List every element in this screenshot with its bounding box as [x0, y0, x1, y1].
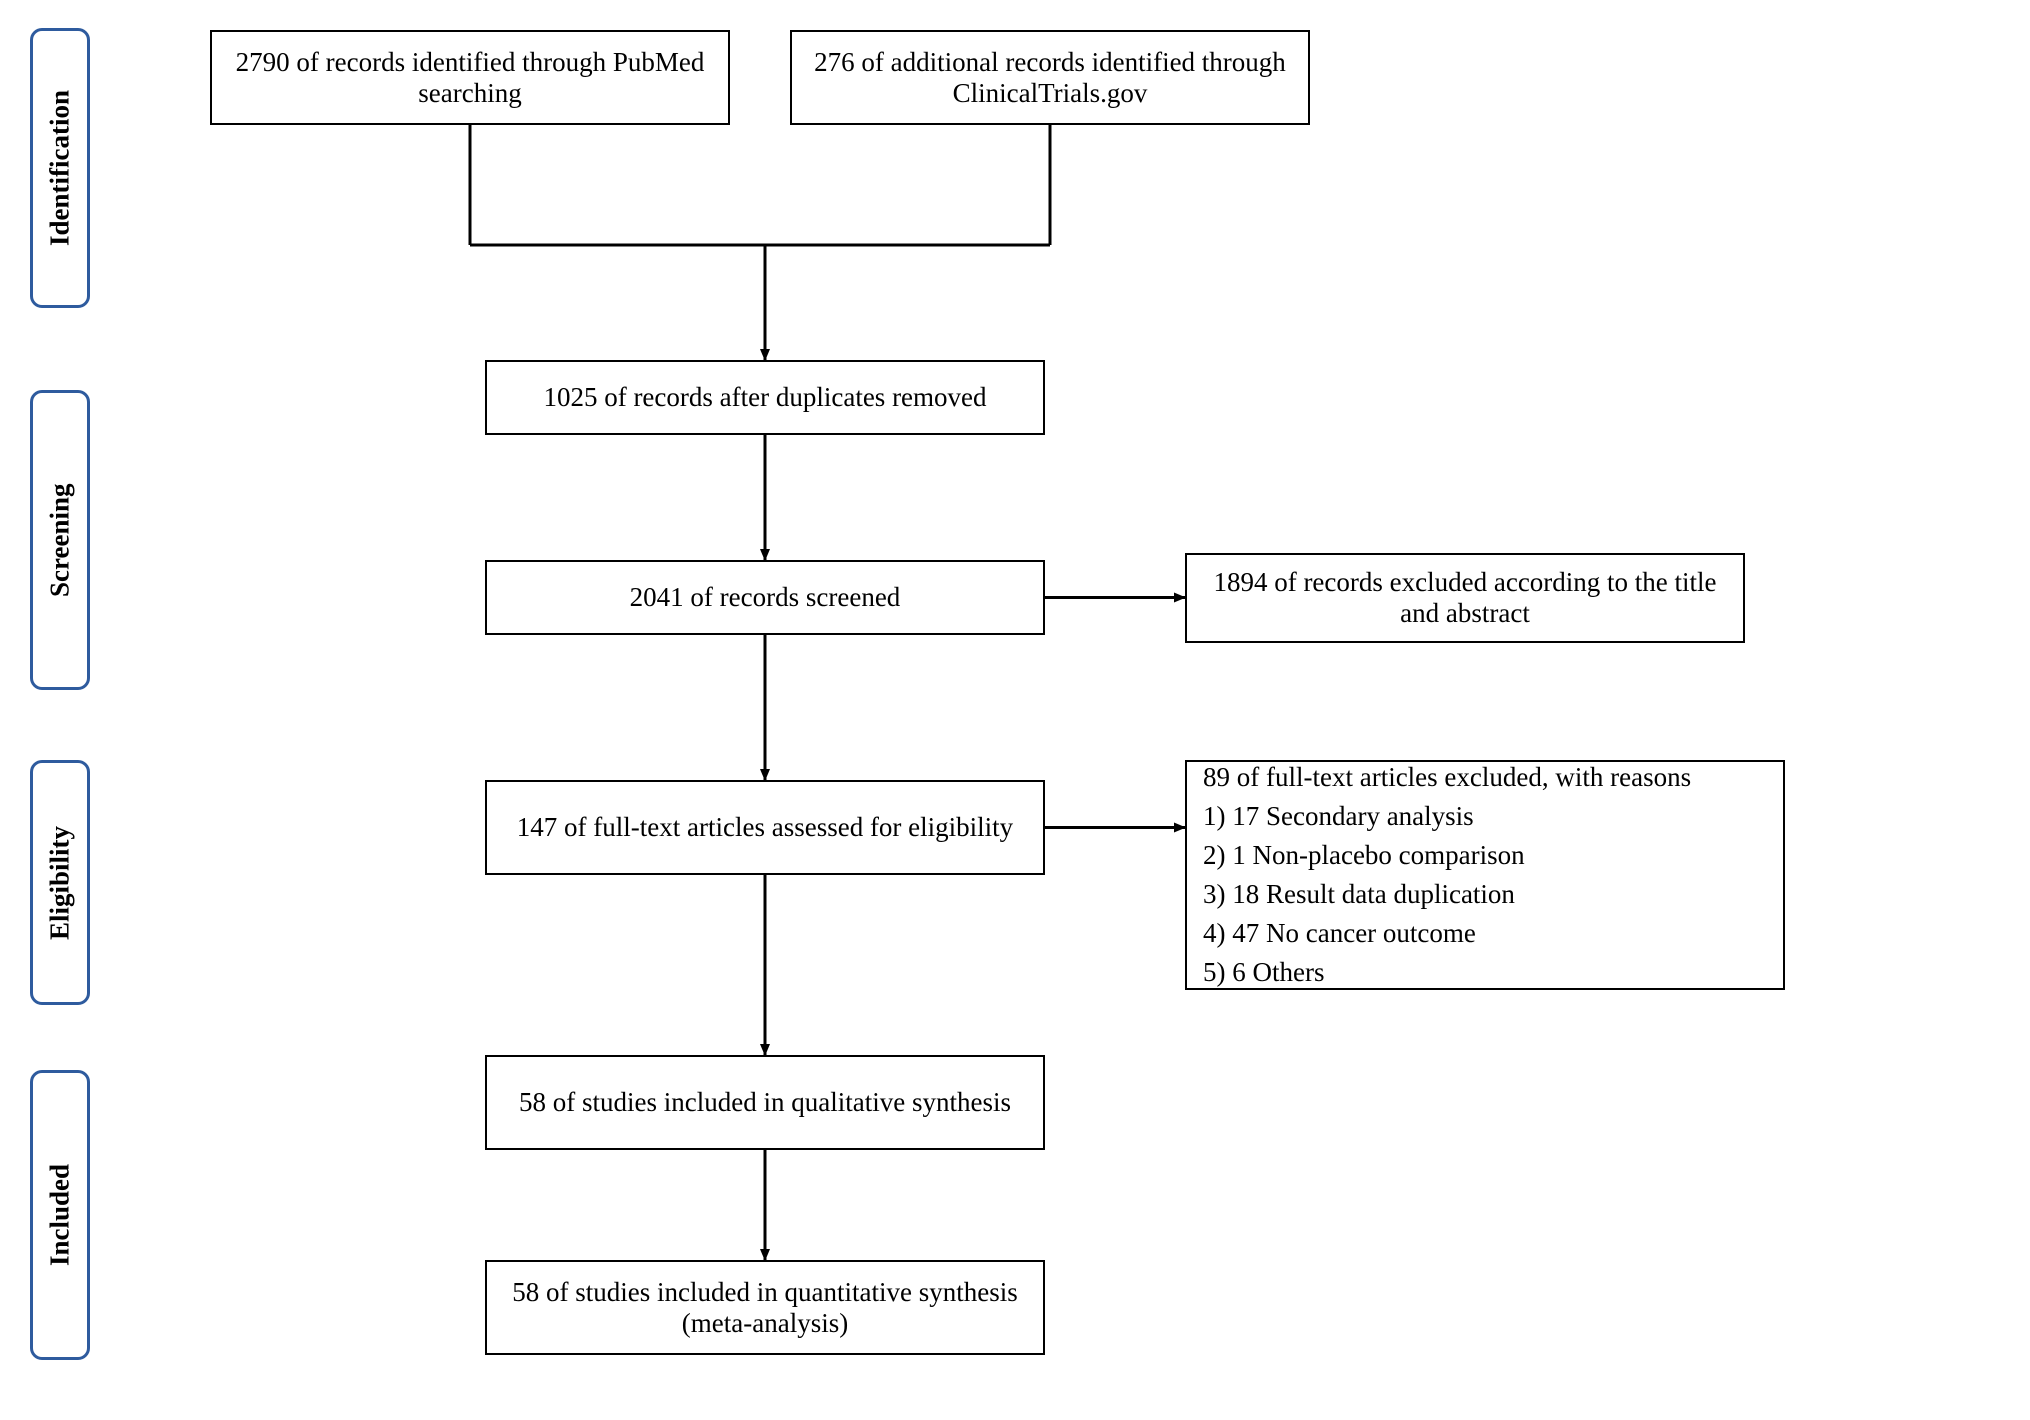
excl-ft-reason-2: 2) 1 Non-placebo comparison — [1203, 836, 1691, 875]
box-pubmed-text: 2790 of records identified through PubMe… — [228, 47, 712, 109]
stage-eligibility: Eligibility — [30, 760, 90, 1005]
stage-screening-text: Screening — [45, 483, 76, 597]
box-fulltext-assessed: 147 of full-text articles assessed for e… — [485, 780, 1045, 875]
box-fulltext-excluded: 89 of full-text articles excluded, with … — [1185, 760, 1785, 990]
box-qualitative-synthesis: 58 of studies included in qualitative sy… — [485, 1055, 1045, 1150]
box-fulltext-excluded-content: 89 of full-text articles excluded, with … — [1203, 758, 1691, 993]
box-excluded-title-abstract: 1894 of records excluded according to th… — [1185, 553, 1745, 643]
box-duplicates-removed: 1025 of records after duplicates removed — [485, 360, 1045, 435]
excl-ft-reason-4: 4) 47 No cancer outcome — [1203, 914, 1691, 953]
box-clinicaltrials-text: 276 of additional records identified thr… — [808, 47, 1292, 109]
excl-ft-reason-3: 3) 18 Result data duplication — [1203, 875, 1691, 914]
stage-identification: Identification — [30, 28, 90, 308]
excl-ft-reason-5: 5) 6 Others — [1203, 953, 1691, 992]
box-clinicaltrials: 276 of additional records identified thr… — [790, 30, 1310, 125]
box-excl-title-text: 1894 of records excluded according to th… — [1203, 567, 1727, 629]
box-duplicates-text: 1025 of records after duplicates removed — [543, 382, 986, 413]
box-quant-text: 58 of studies included in quantitative s… — [503, 1277, 1027, 1339]
stage-eligibility-text: Eligibility — [45, 825, 76, 939]
excl-ft-reason-1: 1) 17 Secondary analysis — [1203, 797, 1691, 836]
box-qual-text: 58 of studies included in qualitative sy… — [519, 1087, 1011, 1118]
box-screened-text: 2041 of records screened — [630, 582, 901, 613]
stage-screening: Screening — [30, 390, 90, 690]
flow-arrows — [20, 20, 2010, 1400]
stage-included-text: Included — [45, 1164, 76, 1266]
box-quantitative-synthesis: 58 of studies included in quantitative s… — [485, 1260, 1045, 1355]
prisma-flow-diagram: Identification Screening Eligibility Inc… — [20, 20, 2010, 1400]
stage-included: Included — [30, 1070, 90, 1360]
box-records-screened: 2041 of records screened — [485, 560, 1045, 635]
box-pubmed: 2790 of records identified through PubMe… — [210, 30, 730, 125]
stage-identification-text: Identification — [45, 90, 76, 246]
excl-ft-title: 89 of full-text articles excluded, with … — [1203, 758, 1691, 797]
box-fulltext-text: 147 of full-text articles assessed for e… — [517, 812, 1013, 843]
